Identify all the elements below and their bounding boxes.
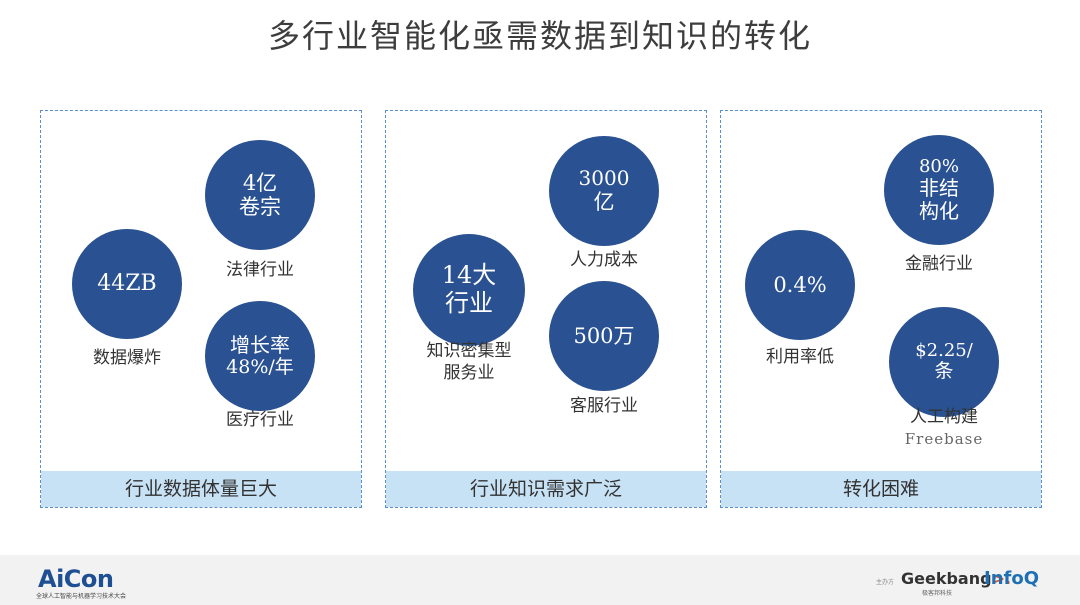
geekbang-logo-text: Geekbang xyxy=(901,569,992,588)
panel-knowledge-demand: 14大 行业 知识密集型 服务业 3000 亿 人力成本 500万 客服行业 行… xyxy=(385,110,707,508)
stat-caption: 知识密集型 服务业 xyxy=(413,340,525,384)
stat-caption: 客服行业 xyxy=(570,396,638,416)
stat-value: 500万 xyxy=(573,323,635,348)
stat-caption: 人工构建 Freebase xyxy=(889,406,999,450)
stat-circle-utilization: 0.4% xyxy=(745,230,855,340)
stat-caption-line1: 人工构建 xyxy=(910,407,978,427)
stat-value-unit: 条 xyxy=(934,360,954,383)
stat-caption: 金融行业 xyxy=(905,254,973,274)
stat-caption-line2: 服务业 xyxy=(443,363,495,383)
stat-label: 增长率 xyxy=(230,332,290,357)
geekbang-logo-subtitle: 极客邦科技 xyxy=(922,590,953,597)
stat-circle-14-industries: 14大 行业 xyxy=(413,234,525,346)
geekbang-logo: Geekbang>. xyxy=(901,569,1011,588)
host-label: 主办方 xyxy=(876,579,895,586)
stat-caption: 法律行业 xyxy=(226,260,294,280)
stat-label-line1: 非结 xyxy=(919,176,959,201)
slide-footer xyxy=(0,555,1080,605)
panel-footer: 行业知识需求广泛 xyxy=(386,471,706,507)
stat-value: 3000 xyxy=(578,166,630,191)
geekbang-logo-arrow: >. xyxy=(991,569,1012,588)
infoq-logo: InfoQ xyxy=(984,568,1040,589)
stat-circle-legal: 4亿 卷宗 xyxy=(205,140,315,250)
stat-value-unit: 行业 xyxy=(445,289,493,317)
stat-circle-unstructured: 80% 非结 构化 xyxy=(884,135,994,245)
stat-value: 44ZB xyxy=(97,271,157,297)
stat-caption: 利用率低 xyxy=(766,347,834,367)
stat-caption: 医疗行业 xyxy=(226,410,294,430)
stat-value-unit: 亿 xyxy=(593,190,615,215)
slide-title: 多行业智能化亟需数据到知识的转化 xyxy=(267,17,812,55)
stat-caption-line1: 知识密集型 xyxy=(426,341,512,361)
stat-value-unit: 卷宗 xyxy=(239,195,281,219)
panel-conversion-difficulty: 0.4% 利用率低 80% 非结 构化 金融行业 $2.25/ 条 人工构建 F… xyxy=(720,110,1042,508)
stat-value: 80% xyxy=(918,155,959,177)
stat-value: 0.4% xyxy=(773,272,827,297)
stat-circle-labor-cost: 3000 亿 xyxy=(549,136,659,246)
stat-caption: 数据爆炸 xyxy=(93,348,161,368)
stat-caption: 人力成本 xyxy=(570,250,638,270)
stat-value: 48%/年 xyxy=(226,355,294,378)
stat-label-line2: 构化 xyxy=(919,199,959,224)
aicon-logo: AiCon xyxy=(38,565,114,593)
aicon-logo-subtitle: 全球人工智能与机器学习技术大会 xyxy=(36,593,127,600)
stat-value: 14大 xyxy=(441,261,497,290)
stat-circle-customer-service: 500万 xyxy=(549,281,659,391)
stat-value: $2.25/ xyxy=(915,339,973,361)
stat-caption-line2: Freebase xyxy=(904,430,984,448)
stat-value: 4亿 xyxy=(242,170,278,195)
panel-footer: 转化困难 xyxy=(721,471,1041,507)
panel-data-volume: 44ZB 数据爆炸 4亿 卷宗 法律行业 增长率 48%/年 医疗行业 行业数据… xyxy=(40,110,362,508)
panel-footer: 行业数据体量巨大 xyxy=(41,471,361,507)
stat-circle-44zb: 44ZB xyxy=(72,229,182,339)
stat-circle-manual-cost: $2.25/ 条 xyxy=(889,307,999,417)
stat-circle-medical: 增长率 48%/年 xyxy=(205,301,315,411)
